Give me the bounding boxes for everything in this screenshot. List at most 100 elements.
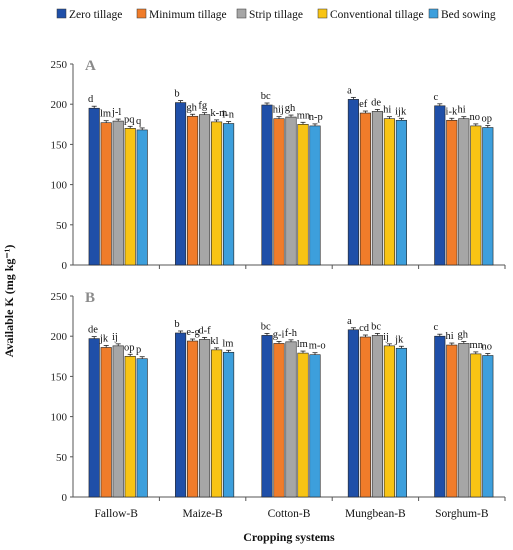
p1-bar-g3-s4 bbox=[297, 124, 309, 266]
p2-bar-g5-s3 bbox=[458, 343, 470, 498]
p1-y-tick-label: 0 bbox=[62, 260, 68, 272]
p2-sig-letter-g4-s2: cd bbox=[359, 323, 370, 334]
legend-swatch-3 bbox=[236, 8, 247, 19]
p1-sig-letter-g2-s4: k-m bbox=[210, 108, 227, 119]
p1-bar-g2-s3 bbox=[199, 114, 211, 266]
p1-panel-label: A bbox=[85, 58, 96, 74]
y-axis-title: Available K (mg kg⁻¹) bbox=[2, 245, 16, 358]
p1-y-tick-label: 200 bbox=[51, 99, 68, 111]
p2-panel-label: B bbox=[85, 290, 95, 306]
p2-category-label-5: Sorghum-B bbox=[435, 508, 489, 520]
p1-bar-g4-s3 bbox=[371, 111, 383, 266]
p2-bar-g1-s5 bbox=[136, 358, 148, 498]
p2-bar-g5-s5 bbox=[482, 355, 494, 498]
p1-sig-letter-g3-s1: bc bbox=[261, 91, 271, 102]
p2-bar-g4-s4 bbox=[383, 345, 395, 498]
p2-y-tick-label: 50 bbox=[56, 452, 68, 464]
p1-bar-g4-s1 bbox=[347, 99, 359, 266]
p1-sig-letter-g4-s3: de bbox=[371, 97, 381, 108]
p2-sig-letter-g3-s1: bc bbox=[261, 321, 271, 332]
p2-sig-letter-g1-s5: p bbox=[136, 345, 141, 356]
p2-bar-g3-s1 bbox=[261, 335, 273, 498]
p2-sig-letter-g5-s4: mn bbox=[470, 340, 484, 351]
p1-sig-letter-g1-s2: lm bbox=[100, 109, 111, 120]
p2-category-label-3: Cotton-B bbox=[268, 508, 311, 520]
p1-sig-letter-g5-s2: i-k bbox=[446, 106, 458, 117]
p1-bar-g2-s1 bbox=[175, 102, 187, 266]
p2-y-tick-label: 100 bbox=[51, 412, 68, 424]
p1-sig-letter-g3-s2: hij bbox=[273, 105, 284, 116]
p2-category-label-2: Maize-B bbox=[182, 508, 223, 520]
legend-label-5: Bed sowing bbox=[441, 9, 496, 21]
p2-bar-g5-s2 bbox=[446, 344, 458, 498]
p1-sig-letter-g2-s2: gh bbox=[186, 102, 197, 113]
p1-bar-g4-s4 bbox=[383, 118, 395, 266]
p2-category-label-1: Fallow-B bbox=[94, 508, 138, 520]
p1-y-tick-label: 250 bbox=[51, 59, 68, 71]
p1-sig-letter-g5-s3: hi bbox=[458, 105, 466, 116]
p2-sig-letter-g2-s3: d-f bbox=[198, 325, 211, 336]
p1-sig-letter-g1-s4: pq bbox=[124, 114, 135, 125]
p2-sig-letter-g4-s3: bc bbox=[371, 321, 381, 332]
p2-sig-letter-g4-s1: a bbox=[347, 316, 352, 327]
legend-label-4: Conventional tillage bbox=[330, 9, 424, 21]
p2-bar-g1-s3 bbox=[112, 345, 124, 498]
p2-bar-g2-s5 bbox=[223, 351, 235, 498]
p1-y-tick-label: 150 bbox=[51, 139, 68, 151]
p1-sig-letter-g5-s1: c bbox=[434, 92, 439, 103]
p2-bar-g3-s2 bbox=[273, 343, 285, 498]
p1-bar-g2-s4 bbox=[211, 121, 223, 266]
p1-sig-letter-g2-s5: l-n bbox=[222, 109, 234, 120]
x-axis-title: Cropping systems bbox=[243, 530, 335, 544]
p1-sig-letter-g5-s4: no bbox=[470, 112, 481, 123]
p2-y-tick-label: 200 bbox=[51, 331, 68, 343]
p2-bar-g2-s1 bbox=[175, 332, 187, 498]
p2-y-tick-label: 0 bbox=[62, 492, 68, 504]
p1-bar-g5-s1 bbox=[434, 105, 446, 266]
p2-sig-letter-g3-s3: f-h bbox=[285, 328, 298, 339]
p2-sig-letter-g5-s3: gh bbox=[458, 329, 469, 340]
p2-bar-g1-s2 bbox=[100, 347, 112, 498]
p1-sig-letter-g5-s5: op bbox=[482, 114, 493, 125]
p2-bar-g2-s2 bbox=[187, 340, 199, 498]
legend-swatch-4 bbox=[317, 8, 328, 19]
p2-bar-g2-s4 bbox=[211, 349, 223, 498]
p2-sig-letter-g5-s2: hi bbox=[446, 331, 454, 342]
p2-category-label-4: Mungbean-B bbox=[345, 508, 406, 520]
legend-label-1: Zero tillage bbox=[69, 9, 122, 21]
p2-sig-letter-g2-s2: e-g bbox=[186, 327, 200, 338]
p2-sig-letter-g3-s2: g-i bbox=[273, 329, 285, 340]
p1-sig-letter-g1-s3: j-l bbox=[111, 107, 121, 118]
p1-bar-g5-s3 bbox=[458, 118, 470, 266]
legend-swatch-1 bbox=[56, 8, 67, 19]
p1-bar-g1-s5 bbox=[136, 129, 148, 266]
p2-sig-letter-g2-s4: kl bbox=[210, 336, 218, 347]
p2-sig-letter-g4-s4: ij bbox=[383, 332, 389, 343]
legend-label-2: Minimum tillage bbox=[149, 9, 227, 21]
p2-bar-g5-s4 bbox=[470, 353, 482, 498]
p2-bar-g4-s5 bbox=[395, 347, 407, 498]
p1-sig-letter-g2-s3: fg bbox=[198, 101, 207, 112]
p1-bar-g4-s5 bbox=[395, 119, 407, 266]
p1-bar-g1-s4 bbox=[124, 128, 136, 266]
p2-sig-letter-g3-s5: m-o bbox=[309, 341, 326, 352]
p2-bar-g1-s4 bbox=[124, 355, 136, 498]
p1-bar-g5-s4 bbox=[470, 125, 482, 266]
p1-bar-g3-s5 bbox=[309, 125, 321, 266]
p2-sig-letter-g2-s1: b bbox=[174, 319, 179, 330]
legend-label-3: Strip tillage bbox=[249, 9, 303, 21]
p1-bar-g2-s5 bbox=[223, 123, 235, 266]
p1-sig-letter-g4-s2: ef bbox=[359, 99, 368, 110]
p1-bar-g4-s2 bbox=[359, 112, 371, 266]
p2-sig-letter-g5-s5: no bbox=[482, 341, 493, 352]
p1-bar-g1-s1 bbox=[88, 107, 100, 266]
p2-y-tick-label: 250 bbox=[51, 291, 68, 303]
p2-bar-g3-s3 bbox=[285, 341, 297, 498]
p1-bar-g1-s3 bbox=[112, 120, 124, 266]
p1-bar-g2-s2 bbox=[187, 115, 199, 266]
p2-bar-g4-s3 bbox=[371, 335, 383, 498]
p1-bar-g3-s1 bbox=[261, 104, 273, 266]
p1-sig-letter-g3-s5: n-p bbox=[309, 112, 323, 123]
